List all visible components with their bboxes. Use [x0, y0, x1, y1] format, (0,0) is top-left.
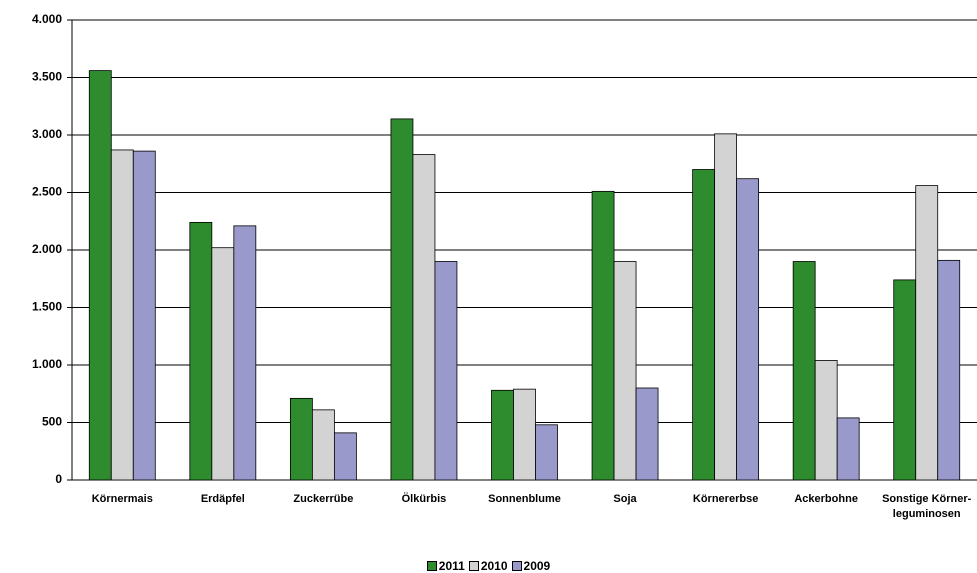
bar [189, 221, 213, 481]
bar [88, 70, 112, 481]
bar [535, 424, 558, 481]
x-tick-label: Sonstige Körner-leguminosen [882, 493, 972, 520]
legend-swatch [468, 561, 479, 571]
y-tick-label: 2.500 [32, 185, 62, 199]
bar [434, 261, 458, 481]
legend-swatch [426, 561, 437, 571]
bar [132, 150, 156, 481]
legend-label: 2009 [523, 559, 551, 573]
bar [211, 247, 235, 481]
bar [591, 190, 615, 481]
y-tick-label: 2.000 [32, 242, 62, 256]
bar [814, 359, 838, 481]
x-tick-label: Körnererbse [692, 493, 759, 505]
y-tick-label: 1.000 [32, 357, 62, 371]
y-tick-label: 3.500 [32, 70, 62, 84]
bar [915, 185, 939, 481]
bar [233, 225, 257, 481]
legend-label: 2011 [438, 559, 465, 573]
bar [692, 169, 716, 481]
y-tick-label: 1.500 [32, 300, 62, 314]
legend-item: 2010 [468, 559, 508, 573]
x-tick-label: Zuckerrübe [293, 493, 354, 505]
legend-swatch [511, 561, 522, 571]
bar [513, 388, 536, 481]
bar [714, 133, 738, 481]
legend-item: 2011 [426, 559, 465, 573]
bar [311, 409, 335, 481]
legend-label: 2010 [480, 559, 508, 573]
legend: 2011 2010 2009 [0, 559, 977, 573]
y-tick-label: 3.000 [32, 127, 62, 141]
bar [635, 387, 659, 481]
bar [491, 389, 514, 481]
bar [390, 118, 414, 481]
bar [412, 154, 436, 481]
bar [110, 149, 134, 481]
bar [333, 432, 357, 481]
bar [937, 259, 961, 481]
bar [736, 178, 760, 481]
bar [613, 261, 637, 481]
x-tick-label: Soja [613, 493, 637, 505]
legend-item: 2009 [511, 559, 551, 573]
x-tick-label: Körnermais [91, 493, 153, 505]
x-tick-label: Sonnenblume [488, 493, 561, 505]
x-tick-label: Ölkürbis [401, 493, 447, 505]
y-tick-label: 500 [42, 415, 62, 429]
bar [289, 397, 313, 481]
bar [893, 279, 917, 481]
x-tick-label: Ackerbohne [794, 493, 858, 505]
bar [792, 261, 816, 481]
bar [836, 417, 860, 481]
x-tick-label: Erdäpfel [200, 493, 245, 505]
y-tick-label: 4.000 [32, 12, 62, 26]
y-tick-label: 0 [55, 472, 62, 486]
